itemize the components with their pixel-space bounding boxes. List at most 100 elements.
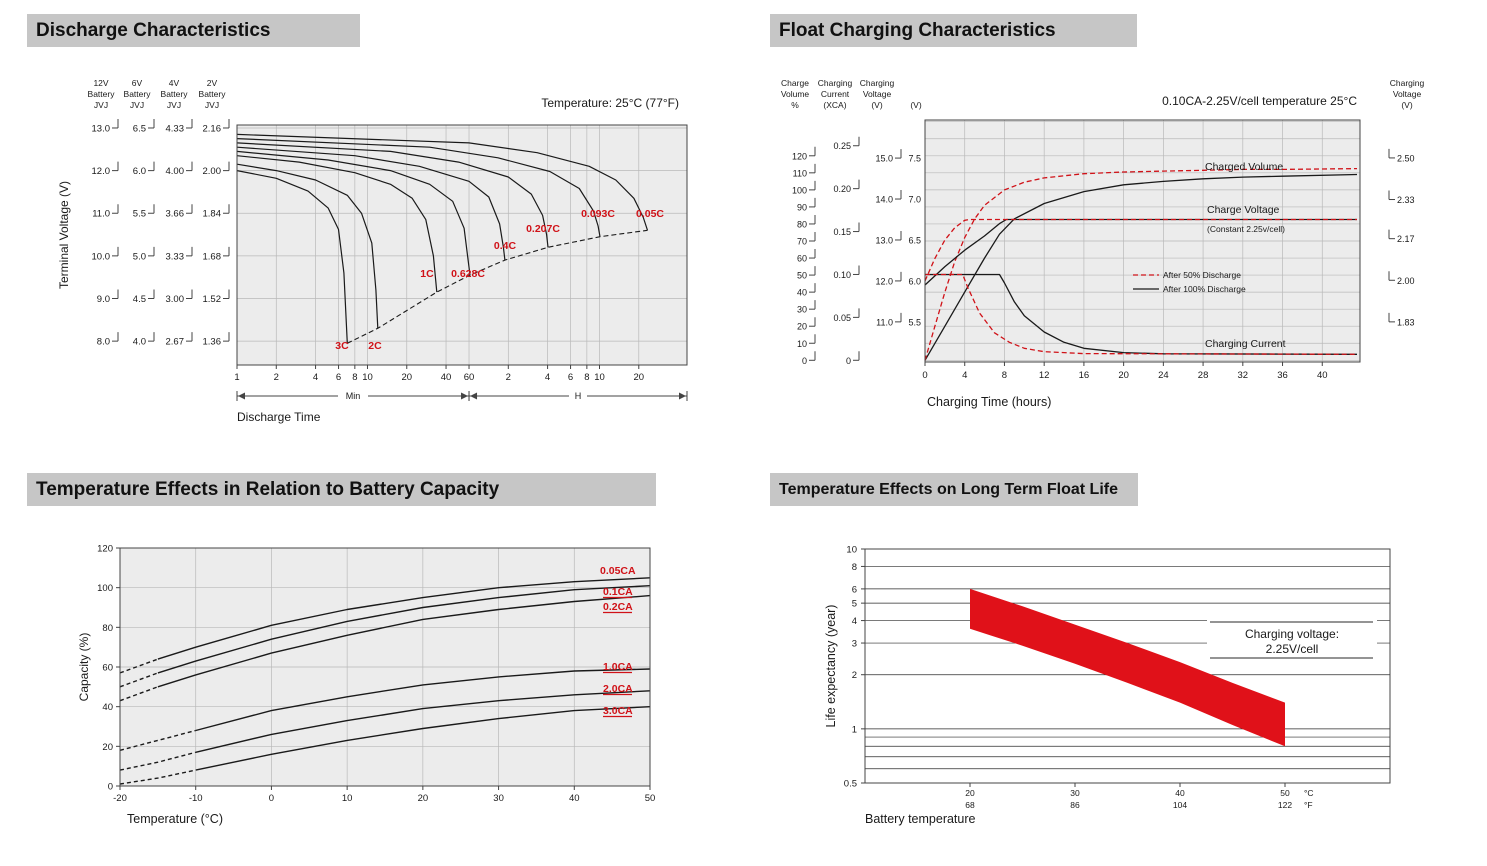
y-tick-label: 1.52 <box>203 294 222 305</box>
y-tick-label: 3 <box>852 639 857 650</box>
y-tick-label: 40 <box>102 702 113 713</box>
axis-header: Voltage <box>1393 89 1422 99</box>
x-tick-label: 40 <box>1175 788 1185 798</box>
x-tick-label: 24 <box>1158 370 1169 381</box>
section-title-float-charging-text: Float Charging Characteristics <box>779 20 1056 41</box>
axis-header: Charging <box>1390 78 1425 88</box>
x-tick-label: 20 <box>1118 370 1129 381</box>
x-tick-label: 8 <box>1002 370 1007 381</box>
y-tick-label: 90 <box>797 202 807 212</box>
y-tick-label: 12.0 <box>875 276 893 286</box>
annotation-backdrop <box>1207 619 1377 660</box>
y-tick-label: 0.05 <box>833 313 851 323</box>
series-Charging Current (after 100% discharge) <box>925 273 1358 355</box>
y-tick-label: 2.00 <box>1397 276 1415 286</box>
section-header-float-life: Temperature Effects on Long Term Float L… <box>770 473 1138 506</box>
axis-header: 6V <box>132 78 143 88</box>
x-tick-label: 60 <box>464 372 475 383</box>
annotation-text: Charging Current <box>1205 338 1286 350</box>
y-tick-label: 6.5 <box>133 123 146 134</box>
x-tick-label: 2 <box>274 372 279 383</box>
x-tick-label: 10 <box>342 793 353 804</box>
section-header-float-charging: Float Charging Characteristics <box>770 14 1137 47</box>
series-Charge Voltage (after 50% discharge) <box>924 218 1357 282</box>
series-2.0CA <box>195 690 651 753</box>
x-tick-label: 32 <box>1238 370 1249 381</box>
x-tick-label: 36 <box>1277 370 1288 381</box>
axis-header: Battery <box>199 89 227 99</box>
y-tick-label: 20 <box>797 322 807 332</box>
y-tick-label: 0.15 <box>833 227 851 237</box>
axis-header: (V) <box>871 100 883 110</box>
series-1.0CA <box>195 668 651 732</box>
y-tick-label: 2.16 <box>203 123 222 134</box>
y-tick-label: 10 <box>846 545 857 556</box>
annotation-text: Battery temperature <box>865 812 976 826</box>
series-0.05CA <box>157 577 651 660</box>
x-tick-label: 2 <box>506 372 511 383</box>
y-tick-label: 5.0 <box>133 251 146 262</box>
section-header-temp-capacity: Temperature Effects in Relation to Batte… <box>27 473 656 506</box>
span-label-bg <box>338 390 369 402</box>
x-tick-label: 20 <box>401 372 412 383</box>
annotation-text: Charged Volume <box>1205 161 1283 173</box>
series-3.0CA <box>195 706 651 771</box>
y-tick-label: 110 <box>793 168 807 178</box>
axis-header: Voltage <box>863 89 892 99</box>
section-title-discharge-text: Discharge Characteristics <box>36 20 271 41</box>
y-tick-label: 0.20 <box>833 184 851 194</box>
annotation-text: Temperature: 25°C (77°F) <box>541 96 679 110</box>
annotation-text: 0.1CA <box>603 586 633 598</box>
axis-header: JVJ <box>167 100 181 110</box>
annotation-text: 3.0CA <box>603 705 633 717</box>
series-Charging Current (after 50% discharge) <box>925 273 1358 355</box>
x-tick-label: 50 <box>645 793 656 804</box>
y-tick-label: 4.00 <box>166 166 185 177</box>
y-tick-label: 50 <box>797 271 807 281</box>
axis-header: 2V <box>207 78 218 88</box>
y-tick-label: 100 <box>97 583 113 594</box>
series-0.05C <box>236 133 649 231</box>
x-tick-label-2: 122 <box>1278 800 1292 810</box>
y-tick-label: 13.0 <box>875 235 893 245</box>
axis-header: (V) <box>1401 100 1413 110</box>
annotation-text: (Constant 2.25v/cell) <box>1207 224 1285 234</box>
y-tick-label: 2 <box>852 670 857 681</box>
y-tick-label: 10 <box>797 339 807 349</box>
annotation-text: Charging Time (hours) <box>927 395 1051 409</box>
y-tick-label: 15.0 <box>875 154 893 164</box>
y-tick-label: 5.5 <box>908 317 921 327</box>
section-title-temp-capacity-text: Temperature Effects in Relation to Batte… <box>36 479 500 500</box>
x-tick-label: 20 <box>418 793 429 804</box>
x-tick-label: 30 <box>1070 788 1080 798</box>
series-3.0CA-dashed <box>119 769 196 785</box>
span-label-bg <box>569 390 588 402</box>
axis-header: Battery <box>124 89 152 99</box>
y-tick-label: 3.00 <box>166 294 185 305</box>
x-tick-label: 20 <box>965 788 975 798</box>
life-expectancy-band <box>970 588 1285 747</box>
x-tick-label: 12 <box>1039 370 1050 381</box>
y-tick-label: 4.33 <box>166 123 185 134</box>
series-2C <box>236 163 379 329</box>
y-tick-label: 6.0 <box>908 276 921 286</box>
annotation-text: 0.4C <box>494 240 517 252</box>
x-tick-label: 20 <box>633 372 644 383</box>
plot-border <box>924 119 1361 363</box>
annotation-text: Charging voltage: <box>1245 627 1339 641</box>
annotation-text: After 50% Discharge <box>1163 270 1241 280</box>
y-tick-label: 8.0 <box>97 337 110 348</box>
series-Charged Volume (after 50% discharge) <box>924 167 1358 361</box>
annotation-text: 2C <box>368 340 382 352</box>
axis-header: Charge <box>781 78 809 88</box>
y-tick-label: 7.0 <box>908 195 921 205</box>
x-tick-label: 30 <box>493 793 504 804</box>
y-tick-label: 120 <box>97 544 113 555</box>
section-header-discharge: Discharge Characteristics <box>27 14 360 47</box>
annotation-text: Discharge Time <box>237 410 321 424</box>
annotation-text: 0.10CA-2.25V/cell temperature 25°C <box>1162 94 1357 108</box>
plot-border <box>236 124 688 366</box>
x-tick-label: 4 <box>545 372 550 383</box>
axis-header: % <box>791 100 799 110</box>
